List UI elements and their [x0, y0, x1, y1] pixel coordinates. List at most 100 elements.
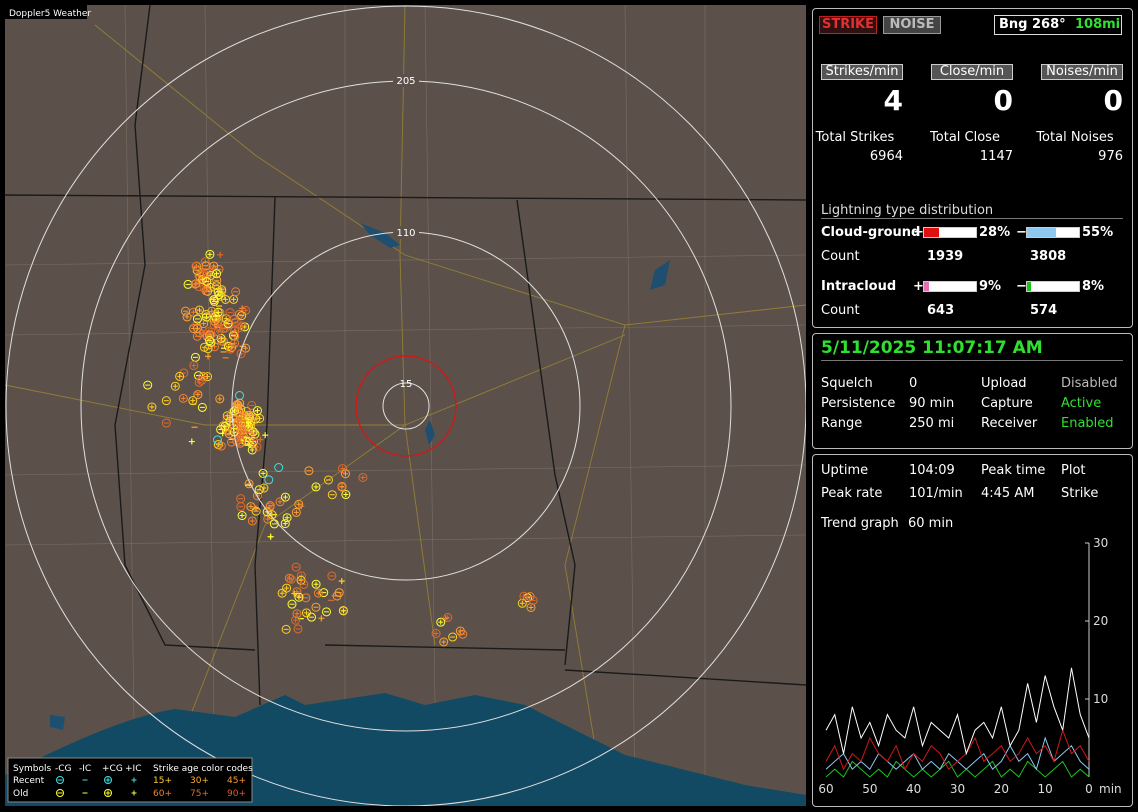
strike-sign — [190, 309, 196, 315]
strike-sign — [288, 576, 294, 582]
strike — [259, 483, 269, 493]
strike — [528, 595, 538, 605]
setting: Receiver — [981, 416, 1038, 431]
strike-sign — [284, 515, 290, 521]
noise-indicator[interactable]: NOISE — [883, 16, 941, 34]
strike — [214, 290, 224, 300]
legend-symbol — [104, 776, 112, 784]
strike — [280, 519, 290, 529]
strike — [517, 598, 527, 608]
strike — [304, 466, 314, 476]
age-code: 30+ — [190, 776, 209, 786]
strike-sign — [248, 504, 254, 510]
strike-ic — [209, 265, 216, 272]
strike — [340, 469, 350, 479]
strike-sign — [293, 509, 299, 515]
strike-sign — [313, 581, 319, 587]
strike-sign — [296, 501, 302, 507]
strike — [201, 261, 211, 271]
strike-sign — [191, 363, 197, 369]
strike-sign — [211, 297, 217, 303]
strike — [274, 463, 284, 473]
strike — [182, 312, 192, 322]
bar-track — [923, 227, 977, 238]
strike — [209, 316, 219, 326]
strike — [225, 308, 235, 318]
strike — [282, 583, 292, 593]
strike — [436, 617, 446, 627]
divider — [821, 218, 1123, 219]
strike — [226, 344, 236, 354]
counts-panel — [812, 8, 1133, 328]
strike-sign — [193, 263, 199, 269]
strike — [301, 593, 311, 603]
lakes — [50, 223, 670, 730]
strike — [216, 425, 226, 435]
strike — [236, 417, 246, 427]
legend-symbol — [131, 777, 137, 783]
map-title-bg — [5, 5, 87, 19]
sign: − — [1016, 225, 1027, 240]
strike — [338, 464, 348, 474]
strike — [215, 394, 225, 404]
pct-label: 55% — [1082, 225, 1114, 240]
strike-sign — [234, 401, 240, 407]
legend-row: Recent — [13, 776, 45, 786]
strike-sign — [212, 344, 218, 350]
divider — [821, 360, 1123, 361]
county-lines — [5, 5, 806, 806]
strike-sign — [201, 321, 207, 327]
bar-fill — [1027, 282, 1032, 291]
range-ring — [5, 5, 806, 806]
count-label: Count — [821, 249, 860, 264]
strike-sign — [228, 346, 234, 352]
strike — [225, 416, 235, 426]
strike-sign — [282, 521, 288, 527]
stat: Peak rate — [821, 486, 883, 501]
strike-indicator[interactable]: STRIKE — [819, 16, 877, 34]
rate-label: Strikes/min — [821, 64, 903, 80]
strike-sign — [217, 396, 223, 402]
radar-map: 205 110 15 Doppler5 Weather Symbols -CG -I… — [5, 5, 806, 806]
setting: Upload — [981, 376, 1027, 391]
strike-ic — [338, 578, 345, 585]
strike — [237, 511, 247, 521]
strike — [161, 418, 171, 428]
strike-sign — [254, 408, 260, 414]
strike — [443, 613, 453, 623]
setting: 0 — [909, 376, 918, 391]
ring-label: 110 — [396, 228, 415, 239]
strike — [334, 588, 344, 598]
strike-sign — [257, 415, 263, 421]
bar-fill — [924, 282, 929, 291]
strike — [431, 628, 441, 638]
strike — [192, 323, 202, 333]
map-legend: Symbols -CG -IC +CG +IC Strike age color code… — [7, 757, 253, 803]
strike-sign — [194, 325, 200, 331]
map-background — [5, 5, 806, 806]
rate-label: Noises/min — [1041, 64, 1123, 80]
strike-sign — [180, 395, 186, 401]
strike — [264, 475, 274, 485]
strike — [237, 426, 247, 436]
strike-sign — [196, 379, 202, 385]
strike-sign — [438, 619, 444, 625]
strike-sign — [303, 610, 309, 616]
legend-symbol — [56, 776, 64, 784]
strike-sign — [193, 281, 199, 287]
strike-sign — [215, 309, 221, 315]
age-code: 15+ — [153, 776, 172, 786]
age-code: 45+ — [227, 776, 246, 786]
strike — [307, 612, 317, 622]
strike — [205, 249, 215, 259]
strike — [258, 468, 268, 478]
ring-label-bg — [393, 226, 419, 239]
strike — [231, 287, 241, 297]
strike — [321, 607, 331, 617]
strike-sign — [315, 590, 321, 596]
strike — [341, 490, 351, 500]
strike — [292, 609, 302, 619]
count-value: 643 — [927, 303, 955, 318]
strike — [313, 588, 323, 598]
strike — [282, 513, 292, 523]
